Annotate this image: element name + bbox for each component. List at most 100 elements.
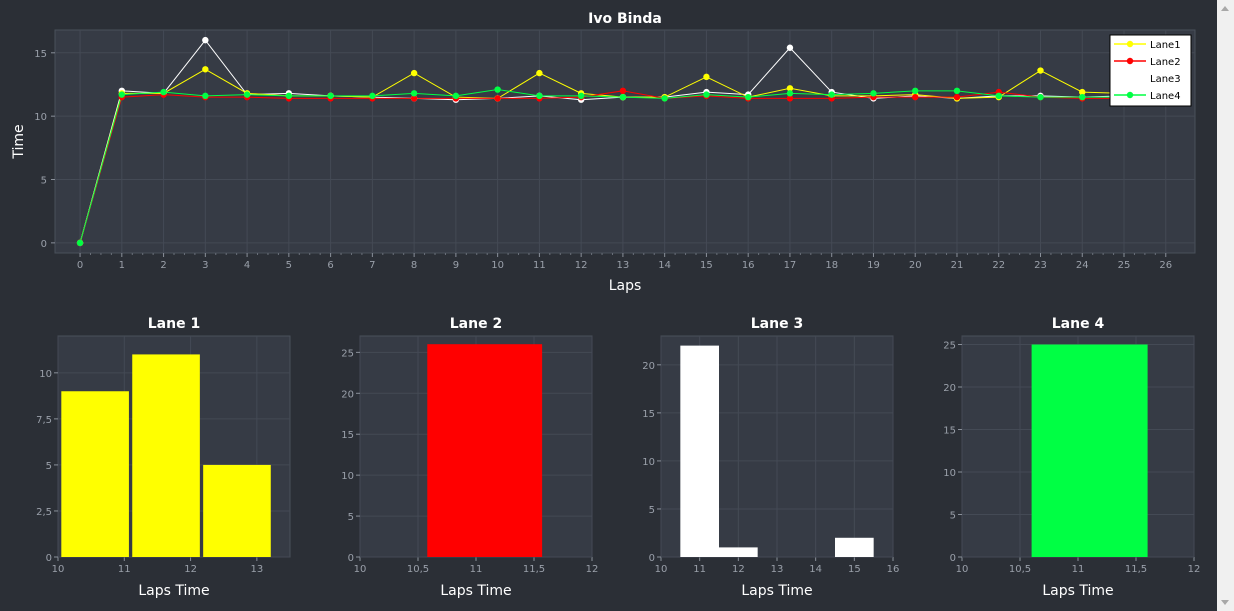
- x-tick-label: 16: [742, 260, 755, 271]
- x-tick-label: 14: [809, 564, 822, 575]
- legend-marker-lane3: [1126, 74, 1134, 82]
- x-tick-label: 10,5: [407, 564, 429, 575]
- y-tick-label: 15: [34, 49, 47, 60]
- histogram-bar: [835, 537, 874, 557]
- y-tick-label: 2,5: [36, 507, 52, 518]
- data-point-lane4: [703, 91, 710, 98]
- y-tick-label: 15: [943, 426, 956, 437]
- y-tick-label: 10: [341, 471, 354, 482]
- y-tick-label: 5: [41, 176, 47, 187]
- x-tick-label: 3: [202, 260, 208, 271]
- plot-area: [54, 29, 1196, 254]
- legend-box: [1109, 34, 1192, 107]
- x-tick-label: 17: [784, 260, 797, 271]
- x-tick-label: 1: [119, 260, 125, 271]
- scroll-up-arrow-icon[interactable]: [1221, 6, 1229, 11]
- legend-label: Lane4: [1150, 91, 1181, 102]
- histogram-bar: [719, 547, 758, 557]
- y-tick-label: 15: [341, 430, 354, 441]
- x-tick-label: 4: [244, 260, 250, 271]
- data-point-lane4: [870, 90, 877, 97]
- x-tick-label: 5: [286, 260, 292, 271]
- data-point-lane1: [536, 69, 543, 77]
- chart-title: Ivo Binda: [588, 11, 662, 27]
- histogram-bar: [203, 464, 271, 557]
- lane-1-histogram: 10 11 12 13 0 2,5 5 7,5 10 Lane 1 Laps Time: [36, 316, 291, 599]
- x-tick-label: 23: [1034, 260, 1047, 271]
- y-tick-label: 0: [41, 239, 47, 250]
- x-tick-label: 10: [956, 564, 969, 575]
- data-point-lane4: [953, 87, 961, 95]
- x-axis-label: Laps Time: [138, 583, 209, 599]
- lap-times-line-chart: 0 1 2 3 4 5 6 7 8 9 10 11 12 13 14 15 16 17 18 19 20 21 22 23 24…: [11, 11, 1196, 294]
- y-tick-label: 0: [348, 553, 354, 564]
- histogram-bar: [61, 391, 129, 557]
- lane-3-histogram: 10 11 12 13 14 15 16 0 5 10 15 20 Lane 3 Laps Time: [642, 316, 900, 599]
- x-tick-label: 10: [655, 564, 668, 575]
- x-tick-label: 25: [1118, 260, 1131, 271]
- x-axis-label: Laps Time: [741, 583, 812, 599]
- y-tick-label: 10: [642, 457, 655, 468]
- x-tick-label: 9: [453, 260, 459, 271]
- series-line-lane2: [79, 90, 1125, 244]
- y-tick-label: 10: [943, 468, 956, 479]
- series-line-lane4: [79, 89, 1125, 243]
- x-axis-label: Laps Time: [1042, 583, 1113, 599]
- data-point-lane4: [661, 95, 668, 102]
- data-point-lane4: [828, 91, 835, 98]
- data-point-lane4: [118, 91, 126, 98]
- y-tick-label: 0: [649, 553, 655, 564]
- y-axis-label: Time: [11, 124, 27, 159]
- y-tick-label: 15: [642, 409, 655, 420]
- data-point-lane2: [953, 93, 961, 101]
- x-tick-label: 12: [184, 564, 197, 575]
- series-line-lane1: [79, 68, 1125, 243]
- y-tick-label: 10: [34, 112, 47, 123]
- data-point-lane2: [410, 95, 418, 102]
- y-tick-label: 10: [39, 369, 52, 380]
- data-point-lane4: [285, 92, 293, 100]
- legend-marker-lane1: [1126, 40, 1134, 48]
- data-point-lane4: [536, 92, 543, 100]
- data-point-lane4: [577, 92, 585, 100]
- data-point-lane4: [202, 92, 209, 100]
- chart-title: Lane 3: [751, 316, 803, 332]
- data-point-lane1: [410, 69, 418, 77]
- histogram-bar: [1031, 344, 1148, 557]
- chart-title: Lane 1: [148, 316, 200, 332]
- x-tick-label: 19: [867, 260, 880, 271]
- x-tick-label: 0: [77, 260, 83, 271]
- x-tick-label: 2: [160, 260, 166, 271]
- vertical-scrollbar[interactable]: [1217, 0, 1234, 611]
- x-tick-label: 6: [327, 260, 333, 271]
- x-tick-label: 10,5: [1009, 564, 1031, 575]
- x-tick-label: 11: [118, 564, 131, 575]
- y-tick-label: 20: [341, 389, 354, 400]
- x-tick-label: 10: [354, 564, 367, 575]
- data-point-lane4: [786, 90, 794, 97]
- data-point-lane4: [494, 86, 501, 93]
- x-tick-label: 11,5: [523, 564, 545, 575]
- x-tick-label: 11: [1072, 564, 1085, 575]
- data-point-lane2: [619, 87, 627, 95]
- legend-marker-lane4: [1126, 91, 1134, 99]
- data-point-lane4: [912, 87, 919, 95]
- legend-label: Lane2: [1150, 57, 1181, 68]
- scroll-down-arrow-icon[interactable]: [1221, 600, 1229, 605]
- y-tick-label: 25: [341, 348, 354, 359]
- histogram-bar: [680, 345, 719, 557]
- x-tick-label: 18: [825, 260, 838, 271]
- y-tick-label: 25: [943, 341, 956, 352]
- histogram-bar: [427, 344, 543, 557]
- legend-label: Lane3: [1150, 74, 1181, 85]
- data-point-lane4: [619, 93, 627, 101]
- x-tick-label: 13: [771, 564, 784, 575]
- x-tick-label: 16: [887, 564, 900, 575]
- data-point-lane1: [1079, 88, 1086, 96]
- y-tick-label: 20: [943, 383, 956, 394]
- data-point-lane4: [1079, 93, 1086, 101]
- x-tick-label: 22: [992, 260, 1005, 271]
- x-tick-label: 13: [250, 564, 263, 575]
- data-point-lane4: [327, 92, 334, 100]
- y-tick-label: 0: [950, 553, 956, 564]
